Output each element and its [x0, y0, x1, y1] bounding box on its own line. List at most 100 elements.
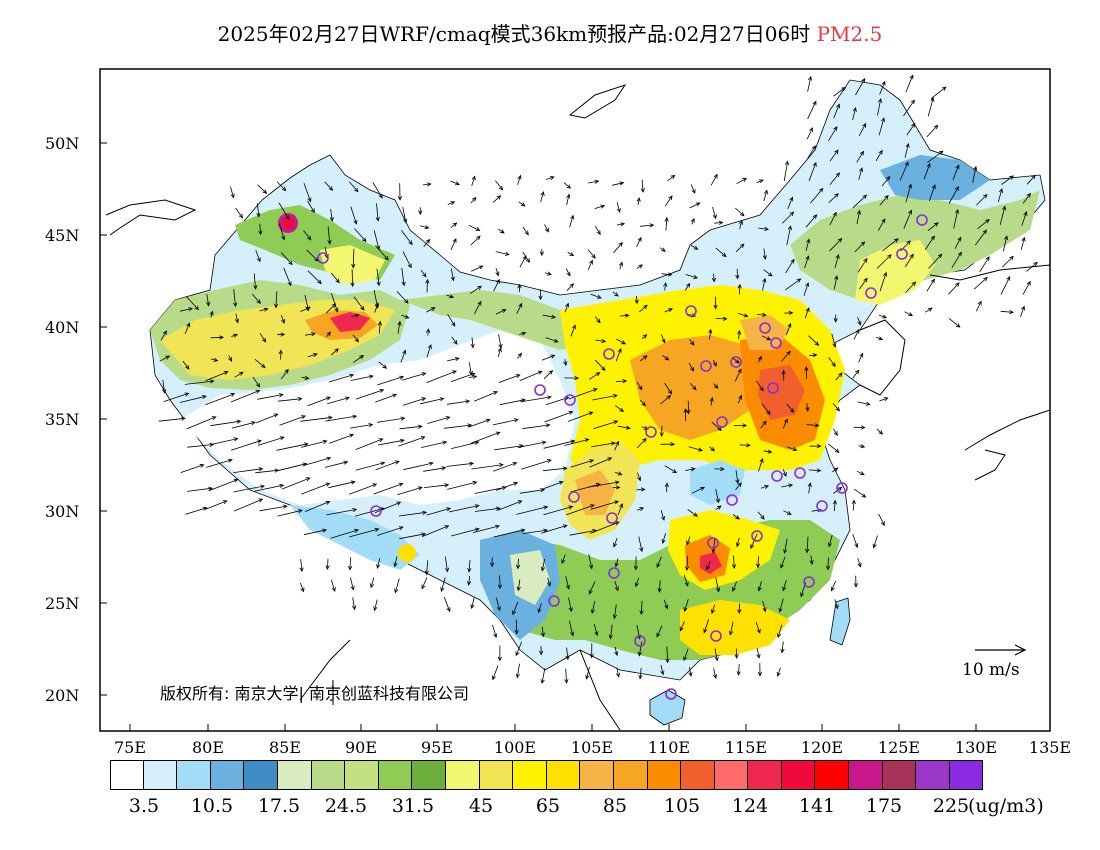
wind-arrow-head [273, 413, 279, 418]
wind-arrow-head [834, 448, 840, 453]
wind-arrow-head [804, 366, 809, 371]
wind-arrow-head [360, 305, 365, 311]
wind-arrow [541, 668, 546, 684]
wind-arrow-head [184, 392, 190, 397]
wind-arrow-head [425, 278, 430, 284]
wind-arrow-head [695, 202, 701, 207]
wind-arrow [541, 354, 555, 361]
wind-arrow [876, 254, 892, 269]
wind-arrow [873, 535, 878, 548]
wind-arrow-head [281, 318, 285, 324]
wind-arrow [595, 339, 606, 342]
wind-arrow-head [537, 370, 543, 375]
wind-arrow-head [664, 482, 669, 488]
wind-arrow [714, 222, 723, 224]
wind-arrow-head [444, 483, 450, 488]
wind-arrow-head [777, 633, 782, 639]
wind-arrow [542, 467, 567, 472]
wind-arrow-head [274, 303, 279, 309]
wind-arrow [856, 151, 864, 163]
wind-arrow-head [661, 247, 666, 252]
wind-arrow [807, 145, 816, 159]
wind-arrow-head [549, 176, 555, 180]
wind-arrow [330, 208, 333, 221]
wind-arrow-head [422, 510, 428, 515]
wind-arrow [444, 556, 448, 572]
wind-arrow [781, 351, 791, 362]
wind-arrow [853, 329, 860, 340]
wind-arrow-head [735, 479, 740, 485]
wind-arrow-head [683, 408, 688, 413]
wind-arrow-head [250, 421, 256, 426]
wind-arrow [729, 621, 734, 635]
wind-arrow [905, 281, 916, 293]
wind-arrow [875, 150, 883, 162]
wind-arrow-head [541, 440, 547, 445]
wind-arrow-head [1023, 211, 1028, 216]
wind-arrow [495, 180, 503, 191]
wind-arrow [375, 245, 389, 261]
wind-arrow [495, 597, 501, 611]
wind-arrow [852, 533, 858, 548]
wind-arrow [352, 248, 355, 268]
wind-arrow-head [565, 302, 570, 308]
wind-arrow-head [637, 236, 642, 242]
wind-arrow-head [857, 562, 862, 568]
wind-arrow [184, 380, 214, 385]
wind-arrow [373, 289, 378, 308]
wind-arrow-head [860, 241, 866, 246]
wind-arrow-head [909, 74, 914, 80]
wind-arrow [373, 483, 403, 495]
wind-arrow [588, 481, 619, 488]
wind-arrow-head [589, 653, 594, 659]
wind-arrow-head [568, 505, 574, 510]
wind-arrow-head [325, 500, 331, 505]
wind-arrow [329, 434, 354, 444]
wind-arrow [636, 237, 642, 247]
wind-arrow [855, 78, 866, 96]
wind-arrow [760, 485, 769, 489]
wind-arrow-head [672, 469, 678, 474]
wind-arrow-head [566, 184, 572, 189]
wind-arrow-head [668, 308, 673, 313]
colorbar-label-9: 105 [663, 795, 701, 817]
wind-arrow-head [852, 107, 857, 112]
wind-arrow [786, 226, 791, 246]
wind-arrow-head [691, 313, 697, 318]
wind-arrow [590, 501, 619, 510]
wind-arrow [283, 267, 292, 286]
wind-arrow-head [454, 356, 460, 362]
wind-arrow-head [693, 245, 699, 250]
wind-arrow-head [256, 257, 261, 263]
wind-arrow-head [374, 527, 380, 532]
wind-arrow [709, 329, 712, 340]
wind-arrow [881, 176, 891, 187]
wind-arrow [350, 206, 357, 225]
wind-arrow-head [835, 172, 840, 177]
wind-arrow-head [690, 467, 696, 472]
wind-arrow [691, 218, 695, 225]
city-marker [645, 426, 657, 438]
wind-arrow-head [742, 423, 748, 428]
wind-arrow [684, 283, 691, 291]
wind-arrow [564, 359, 567, 366]
wind-arrow [253, 273, 256, 290]
wind-arrow-head [1009, 309, 1015, 315]
wind-arrow [375, 460, 400, 471]
wind-arrow [473, 391, 498, 402]
wind-arrow-head [305, 477, 311, 482]
colorbar-swatch [748, 760, 782, 790]
wind-arrow [758, 581, 762, 591]
wind-arrow [450, 528, 480, 537]
wind-arrow-head [615, 672, 621, 678]
wind-arrow [639, 355, 648, 362]
wind-arrow-head [737, 368, 742, 374]
wind-arrow-head [814, 341, 820, 346]
wind-arrow-head [512, 610, 517, 616]
wind-arrow [420, 398, 444, 405]
wind-arrow-head [610, 441, 616, 446]
wind-arrow [235, 313, 239, 323]
wind-arrow-head [398, 526, 404, 531]
wind-arrow-head [334, 307, 339, 313]
wind-arrow [756, 179, 764, 183]
